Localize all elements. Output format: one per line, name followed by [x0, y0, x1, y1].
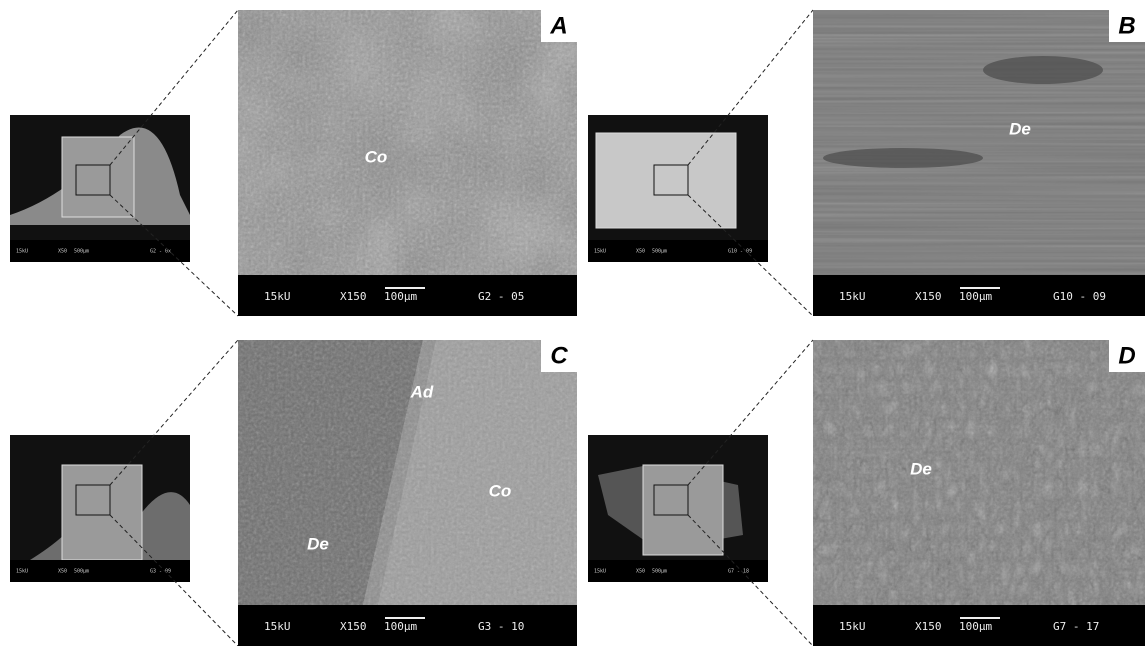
thumb-kv: 15kU	[16, 569, 28, 575]
region-label: De	[910, 459, 932, 478]
thumb-scale: 500µm	[652, 569, 667, 575]
thumb-scale: 500µm	[652, 249, 667, 255]
scale: 100µm	[384, 620, 417, 633]
magnification: X150	[915, 620, 942, 633]
specimen-id: G2 - 05	[478, 290, 524, 303]
panel: 15kU X50 500µm G7 - 18 De D 15kU X150 100µm G7 - …	[588, 340, 1145, 646]
thumb-mag: X50	[58, 249, 67, 255]
specimen	[643, 465, 723, 555]
region-label: De	[1009, 119, 1031, 138]
magnification: X150	[340, 290, 367, 303]
region-label: Ad	[410, 382, 434, 401]
magnification: X150	[915, 290, 942, 303]
sem-image	[813, 340, 1145, 605]
specimen-id: G7 - 17	[1053, 620, 1099, 633]
figure: 15kUX50500µmG2 - 0xCoA15kUX150100µmG2 - …	[0, 0, 1145, 646]
region-label: Co	[489, 481, 512, 500]
kv: 15kU	[264, 620, 291, 633]
sem-image	[238, 10, 577, 275]
region-label: Co	[365, 147, 388, 166]
thumb-kv: 15kU	[16, 249, 28, 255]
specimen	[62, 465, 142, 560]
texture	[238, 340, 577, 605]
texture	[813, 340, 1145, 605]
panel-letter: D	[1118, 342, 1135, 369]
panel-letter: C	[550, 342, 568, 369]
panel: 15kU X50 500µm G3 - 09 Ad Co De C 15kU X150 100µm G…	[10, 340, 577, 646]
specimen	[62, 137, 134, 217]
scale: 100µm	[384, 290, 417, 303]
specimen	[596, 133, 736, 228]
panel-letter: B	[1118, 12, 1135, 39]
thumb-kv: 15kU	[594, 569, 606, 575]
thumb-scale: 500µm	[74, 249, 89, 255]
panel-letter: A	[549, 12, 567, 39]
region-label: De	[307, 534, 329, 553]
thumb-kv: 15kU	[594, 249, 606, 255]
texture	[813, 10, 1145, 275]
scale: 100µm	[959, 290, 992, 303]
kv: 15kU	[264, 290, 291, 303]
specimen-id: G3 - 10	[478, 620, 524, 633]
thumb-id: G3 - 09	[150, 569, 171, 575]
stain	[983, 56, 1103, 84]
sem-image	[813, 10, 1145, 275]
specimen-id: G10 - 09	[1053, 290, 1106, 303]
thumb-scale: 500µm	[74, 569, 89, 575]
thumb-id: G7 - 18	[728, 569, 749, 575]
scale: 100µm	[959, 620, 992, 633]
thumb-mag: X50	[58, 569, 67, 575]
thumb-mag: X50	[636, 249, 645, 255]
kv: 15kU	[839, 620, 866, 633]
texture	[238, 10, 577, 275]
magnification: X150	[340, 620, 367, 633]
kv: 15kU	[839, 290, 866, 303]
stain	[823, 148, 983, 168]
sem-image	[238, 340, 577, 605]
thumb-mag: X50	[636, 569, 645, 575]
